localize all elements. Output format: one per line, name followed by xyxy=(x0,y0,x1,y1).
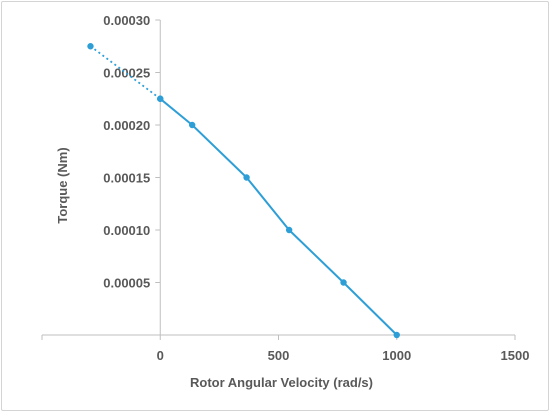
data-line xyxy=(159,98,398,336)
axes xyxy=(41,19,516,340)
x-tick-label: 1500 xyxy=(501,348,530,363)
y-tick-label: 0.00020 xyxy=(103,118,150,133)
y-tick-label: 0.00030 xyxy=(103,13,150,28)
data-point xyxy=(87,43,94,50)
x-tick-label: 500 xyxy=(268,348,290,363)
x-axis-title: Rotor Angular Velocity (rad/s) xyxy=(190,375,373,390)
data-point xyxy=(157,95,164,102)
x-tick-label: 0 xyxy=(157,348,164,363)
y-tick-label: 0.00015 xyxy=(103,171,150,186)
data-point xyxy=(393,331,400,339)
y-tick-label: 0.00010 xyxy=(103,223,150,238)
data-point xyxy=(285,226,293,234)
series xyxy=(87,43,400,339)
data-point xyxy=(340,279,347,286)
y-tick-label: 0.00005 xyxy=(103,276,150,291)
x-tick-label: 1000 xyxy=(382,348,411,363)
data-point xyxy=(188,121,196,129)
data-point xyxy=(243,174,250,181)
tick-labels: 0 500 1000 1500 0.00005 0.00010 0.00015 0.00020… xyxy=(103,13,529,363)
y-axis-title: Torque (Nm) xyxy=(55,147,70,223)
